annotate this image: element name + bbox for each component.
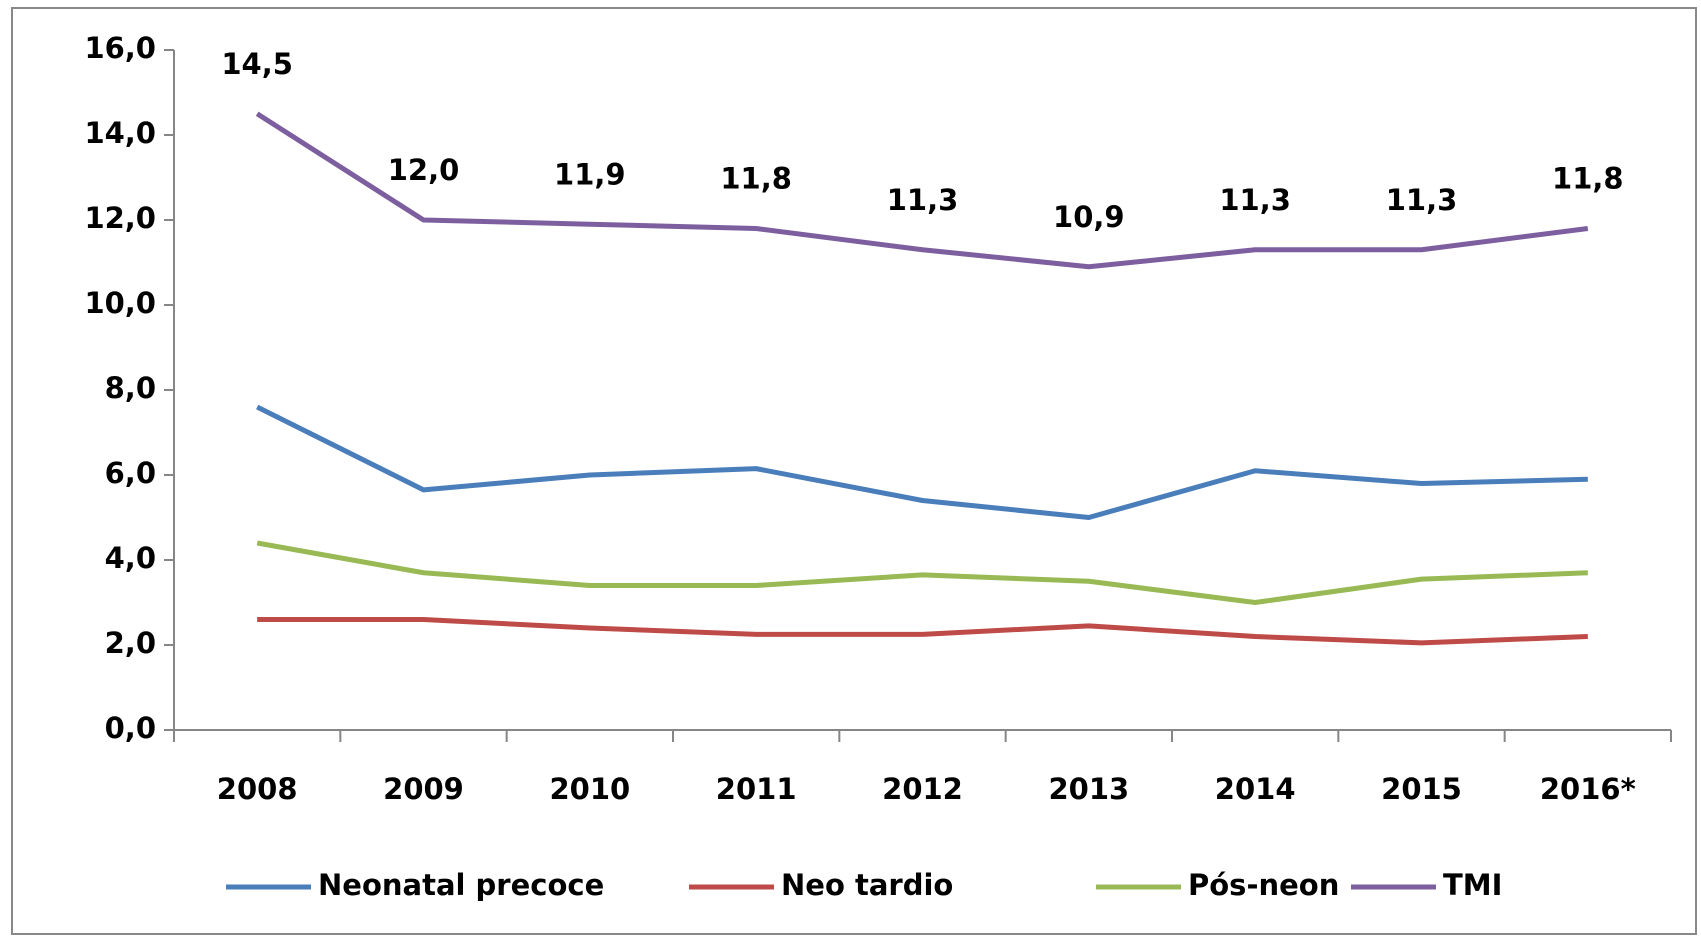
legend-label: Neonatal precoce	[318, 868, 604, 902]
x-tick-label: 2016*	[1540, 772, 1636, 806]
series-line	[256, 404, 1588, 520]
x-tick-label: 2008	[217, 772, 298, 806]
data-label: 12,0	[388, 153, 460, 187]
x-tick-label: 2009	[383, 772, 464, 806]
x-tick-label: 2010	[549, 772, 630, 806]
y-tick-label: 4,0	[105, 541, 156, 575]
data-label: 10,9	[1053, 200, 1125, 234]
series-line	[256, 540, 1588, 605]
data-label: 11,8	[720, 162, 792, 196]
data-label: 11,9	[554, 157, 626, 191]
data-label: 11,3	[1386, 183, 1458, 217]
x-tick-label: 2011	[716, 772, 797, 806]
series-line	[255, 111, 1589, 270]
x-tick-label: 2012	[882, 772, 963, 806]
data-label: 11,8	[1552, 162, 1624, 196]
y-tick-label: 14,0	[84, 116, 156, 150]
legend-label: TMI	[1443, 868, 1502, 902]
y-tick-label: 10,0	[84, 286, 156, 320]
x-tick-label: 2015	[1381, 772, 1462, 806]
y-tick-label: 12,0	[84, 201, 156, 235]
y-tick-label: 6,0	[105, 456, 156, 490]
y-tick-label: 16,0	[84, 31, 156, 65]
series-line	[257, 617, 1588, 646]
y-tick-label: 8,0	[105, 371, 156, 405]
legend-label: Neo tardio	[781, 868, 953, 902]
data-label: 11,3	[887, 183, 959, 217]
data-label: 11,3	[1219, 183, 1291, 217]
x-tick-label: 2014	[1215, 772, 1296, 806]
chart-border	[11, 7, 1697, 935]
data-label: 14,5	[221, 47, 293, 81]
legend-label: Pós-neon	[1188, 868, 1339, 902]
x-tick-label: 2013	[1048, 772, 1129, 806]
y-tick-label: 2,0	[105, 626, 156, 660]
y-tick-label: 0,0	[105, 711, 156, 745]
